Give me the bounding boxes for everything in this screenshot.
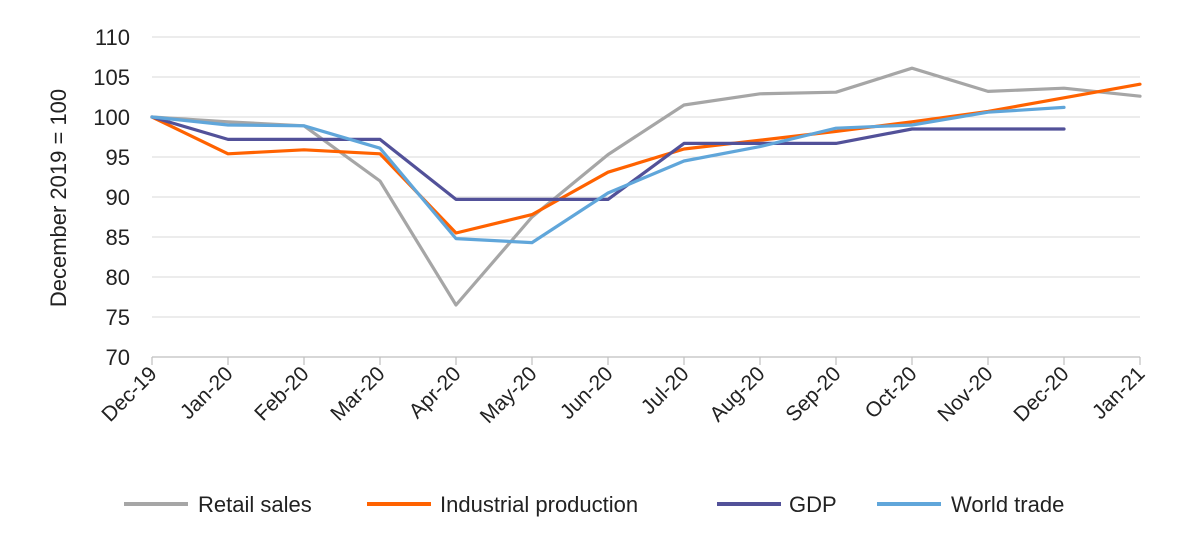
x-tick-label: Jul-20 (637, 362, 694, 419)
x-tick-label: Sep-20 (781, 362, 845, 426)
legend-label: Industrial production (440, 492, 638, 517)
y-tick-label: 75 (106, 305, 130, 330)
y-tick-label: 90 (106, 185, 130, 210)
x-tick-label: Feb-20 (250, 362, 313, 425)
series-line-gdp (150, 115, 1066, 201)
x-tick-label: Aug-20 (705, 362, 769, 426)
x-tick-label: Dec-20 (1009, 362, 1073, 426)
y-tick-label: 85 (106, 225, 130, 250)
x-tick-label: Mar-20 (326, 362, 389, 425)
legend-label: Retail sales (198, 492, 312, 517)
series-lines (150, 66, 1142, 307)
y-tick-label: 95 (106, 145, 130, 170)
y-tick-label: 70 (106, 345, 130, 370)
x-tick-label: Dec-19 (97, 362, 161, 426)
y-axis-title: December 2019 = 100 (46, 89, 71, 307)
legend-item: GDP (717, 492, 837, 517)
y-tick-label: 105 (93, 65, 130, 90)
x-tick-label: Jan-20 (176, 362, 238, 424)
y-tick-label: 110 (95, 25, 130, 50)
x-tick-label: Nov-20 (933, 362, 997, 426)
x-tick-label: Jun-20 (556, 362, 618, 424)
y-tick-label: 100 (93, 105, 130, 130)
legend-item: Industrial production (367, 492, 638, 517)
series-line-industrial-production (150, 82, 1142, 235)
gridlines (152, 36, 1140, 318)
y-tick-label: 80 (106, 265, 130, 290)
legend-label: GDP (789, 492, 837, 517)
legend: Retail sales Industrial production GDP Worl… (124, 492, 1064, 517)
legend-item: Retail sales (124, 492, 312, 517)
x-tick-label: Jan-21 (1088, 362, 1150, 424)
axes (151, 356, 1141, 365)
x-tick-label: May-20 (476, 362, 542, 428)
x-tick-label: Oct-20 (861, 362, 922, 423)
x-tick-label: Apr-20 (405, 362, 466, 423)
legend-item: World trade (877, 492, 1064, 517)
series-line-retail-sales (150, 66, 1142, 307)
legend-label: World trade (951, 492, 1064, 517)
